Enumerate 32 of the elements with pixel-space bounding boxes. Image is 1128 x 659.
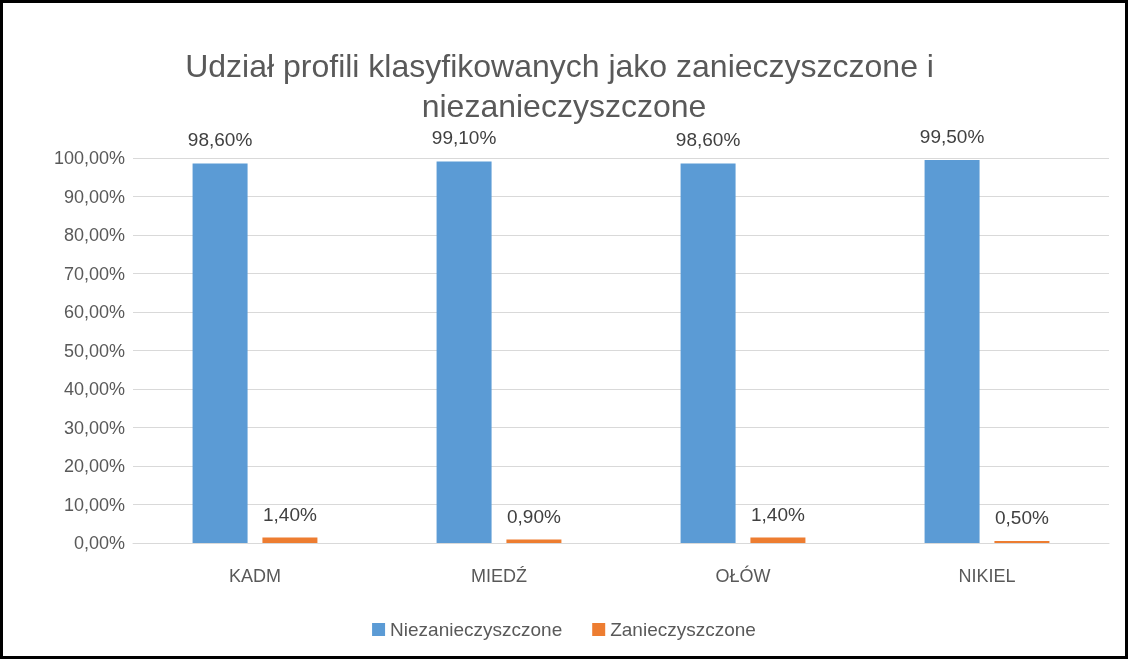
x-tick-label: KADM: [228, 566, 282, 586]
y-tick-label: 50,00%: [63, 340, 125, 361]
data-label: 98,60%: [187, 129, 253, 151]
y-tick-label: 90,00%: [63, 186, 125, 207]
bar: [192, 163, 248, 543]
bar: [436, 161, 492, 543]
data-label: 99,50%: [919, 125, 985, 147]
y-tick-label: 30,00%: [63, 417, 125, 438]
y-tick-label: 0,00%: [73, 533, 125, 553]
data-label: 99,10%: [431, 127, 497, 149]
chart-title: Udział profili klasyfikowanych jako zanieczyszczone i niezanieczyszczone: [185, 48, 943, 124]
data-label: 1,40%: [262, 503, 317, 525]
x-tick-label: OŁÓW: [715, 565, 771, 586]
legend-label: Niezanieczyszczone: [390, 619, 563, 640]
y-tick-label: 10,00%: [63, 494, 125, 515]
bar: [680, 163, 736, 543]
legend-label: Zanieczyszczone: [610, 619, 756, 640]
x-tick-label: MIEDŹ: [471, 566, 527, 586]
data-label: 0,90%: [506, 505, 561, 527]
y-tick-label: 60,00%: [63, 302, 125, 322]
data-label: 1,40%: [750, 503, 805, 525]
x-tick-label: NIKIEL: [958, 566, 1016, 586]
y-tick-label: 20,00%: [63, 456, 125, 476]
y-tick-label: 80,00%: [63, 225, 125, 245]
bar: [262, 537, 318, 543]
y-tick-label: 100,00%: [53, 148, 125, 168]
bar: [924, 159, 980, 543]
y-tick-label: 70,00%: [63, 263, 125, 284]
data-label: 0,50%: [994, 507, 1049, 529]
data-label: 98,60%: [675, 129, 741, 151]
y-tick-label: 40,00%: [63, 379, 125, 399]
bar: [750, 537, 806, 543]
